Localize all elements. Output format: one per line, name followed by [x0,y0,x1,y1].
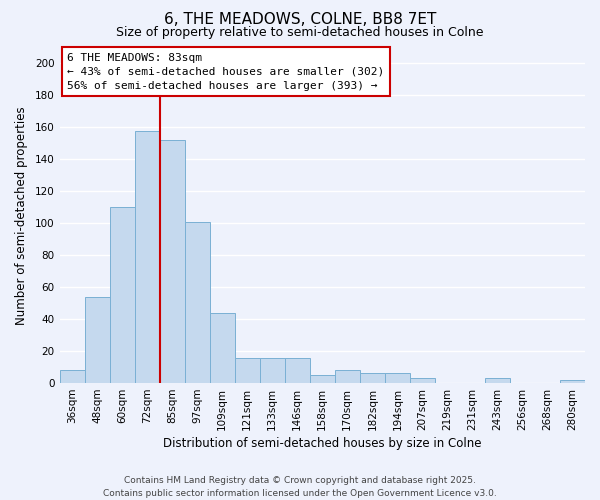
X-axis label: Distribution of semi-detached houses by size in Colne: Distribution of semi-detached houses by … [163,437,482,450]
Bar [85,297,110,383]
Text: 6, THE MEADOWS, COLNE, BB8 7ET: 6, THE MEADOWS, COLNE, BB8 7ET [164,12,436,28]
Text: Size of property relative to semi-detached houses in Colne: Size of property relative to semi-detach… [116,26,484,39]
Text: Contains HM Land Registry data © Crown copyright and database right 2025.
Contai: Contains HM Land Registry data © Crown c… [103,476,497,498]
Bar [385,374,410,383]
Bar [560,380,585,383]
Bar [110,208,134,383]
Bar [360,374,385,383]
Bar [485,378,510,383]
Y-axis label: Number of semi-detached properties: Number of semi-detached properties [15,106,28,324]
Bar [134,130,160,383]
Text: 6 THE MEADOWS: 83sqm
← 43% of semi-detached houses are smaller (302)
56% of semi: 6 THE MEADOWS: 83sqm ← 43% of semi-detac… [67,52,385,90]
Bar [209,313,235,383]
Bar [235,358,260,383]
Bar [410,378,435,383]
Bar [335,370,360,383]
Bar [185,222,209,383]
Bar [310,375,335,383]
Bar [260,358,285,383]
Bar [59,370,85,383]
Bar [160,140,185,383]
Bar [285,358,310,383]
